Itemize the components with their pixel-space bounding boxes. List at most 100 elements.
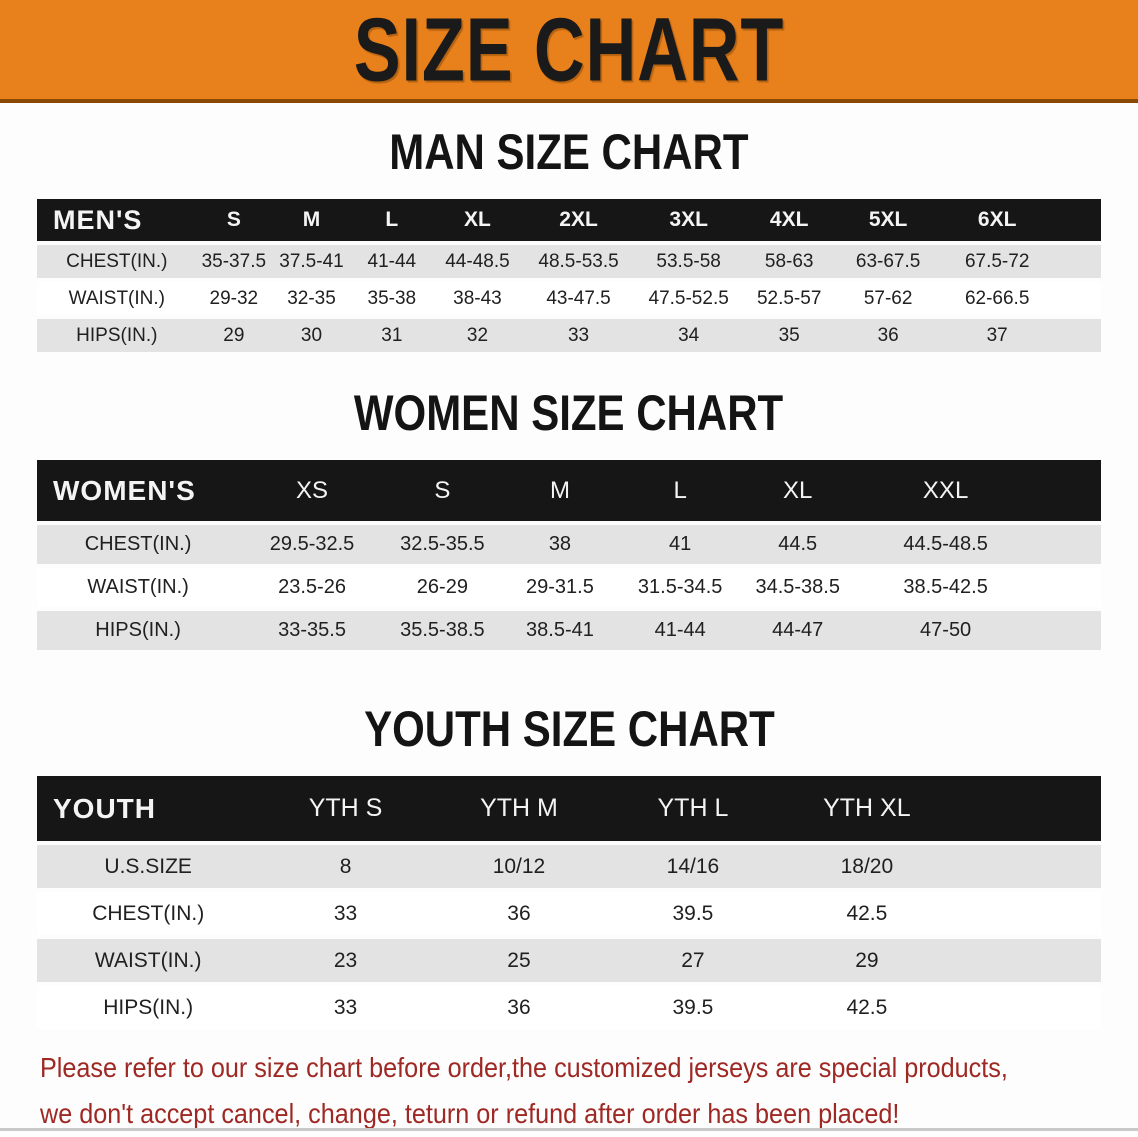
value-cell: 10/12 (431, 845, 607, 888)
disclaimer-text: Please refer to our size chart before or… (40, 1045, 1138, 1137)
value-cell: 41-44 (351, 245, 432, 278)
value-cell: 26-29 (384, 568, 500, 607)
spacer-cell (1036, 611, 1101, 650)
spacer-cell (1053, 319, 1101, 352)
spacer-cell (954, 892, 1101, 935)
row-label-cell: HIPS(IN.) (37, 319, 197, 352)
table-header-row: YOUTH YTH S YTH M YTH L YTH XL (37, 776, 1101, 841)
women-section-heading-text: WOMEN SIZE CHART (354, 385, 784, 441)
row-label-cell: U.S.SIZE (37, 845, 260, 888)
value-cell: 36 (431, 892, 607, 935)
man-section-heading-text: MAN SIZE CHART (389, 124, 749, 180)
size-header-cell: 5XL (834, 199, 942, 241)
value-cell: 47-50 (855, 611, 1037, 650)
row-label-cell: WAIST(IN.) (37, 568, 240, 607)
row-label-cell: CHEST(IN.) (37, 892, 260, 935)
size-header-cell: XL (431, 199, 524, 241)
size-header-cell: 6XL (941, 199, 1054, 241)
value-cell: 34 (633, 319, 744, 352)
value-cell: 33 (259, 986, 432, 1029)
table-row: U.S.SIZE 8 10/12 14/16 18/20 (37, 845, 1101, 888)
value-cell: 38.5-41 (499, 611, 621, 650)
value-cell: 32.5-35.5 (384, 525, 500, 564)
value-cell: 27 (606, 939, 780, 982)
value-cell: 35-37.5 (196, 245, 272, 278)
value-cell: 41 (620, 525, 741, 564)
value-cell: 14/16 (606, 845, 780, 888)
value-cell: 37.5-41 (271, 245, 352, 278)
value-cell: 48.5-53.5 (523, 245, 634, 278)
row-label-cell: HIPS(IN.) (37, 986, 260, 1029)
value-cell: 33 (259, 892, 432, 935)
table-row: HIPS(IN.) 29 30 31 32 33 34 35 36 37 (37, 319, 1101, 352)
womens-size-table: WOMEN'S XS S M L XL XXL CHEST(IN.) 29.5-32.5 32.5… (37, 456, 1101, 654)
youth-size-table: YOUTH YTH S YTH M YTH L YTH XL U.S.SIZE 8 10/12… (37, 772, 1101, 1033)
value-cell: 38-43 (431, 282, 524, 315)
value-cell: 32-35 (271, 282, 352, 315)
spacer-cell (1053, 199, 1101, 241)
size-header-cell: XXL (855, 460, 1037, 521)
value-cell: 32 (431, 319, 524, 352)
table-header-row: MEN'S S M L XL 2XL 3XL 4XL 5XL 6XL (37, 199, 1101, 241)
value-cell: 35-38 (351, 282, 432, 315)
size-header-cell: M (271, 199, 352, 241)
value-cell: 43-47.5 (523, 282, 634, 315)
size-header-cell: 2XL (523, 199, 634, 241)
value-cell: 41-44 (620, 611, 741, 650)
value-cell: 36 (834, 319, 942, 352)
banner-title: SIZE CHART (353, 0, 785, 100)
table-row: CHEST(IN.) 35-37.5 37.5-41 41-44 44-48.5 48.5… (37, 245, 1101, 278)
table-title-cell: MEN'S (37, 199, 197, 241)
value-cell: 44-47 (740, 611, 856, 650)
table-row: WAIST(IN.) 29-32 32-35 35-38 38-43 43-47.5 47.… (37, 282, 1101, 315)
value-cell: 8 (259, 845, 432, 888)
value-cell: 44.5 (740, 525, 856, 564)
value-cell: 42.5 (779, 986, 955, 1029)
value-cell: 57-62 (834, 282, 942, 315)
value-cell: 53.5-58 (633, 245, 744, 278)
value-cell: 47.5-52.5 (633, 282, 744, 315)
table-title-cell: WOMEN'S (37, 460, 240, 521)
value-cell: 39.5 (606, 892, 780, 935)
table-row: WAIST(IN.) 23.5-26 26-29 29-31.5 31.5-34.5 34… (37, 568, 1101, 607)
spacer-cell (954, 776, 1101, 841)
value-cell: 29 (779, 939, 955, 982)
value-cell: 52.5-57 (743, 282, 835, 315)
row-label-cell: CHEST(IN.) (37, 525, 240, 564)
value-cell: 38.5-42.5 (855, 568, 1037, 607)
row-label-cell: CHEST(IN.) (37, 245, 197, 278)
table-title-cell: YOUTH (37, 776, 260, 841)
youth-section-heading-text: YOUTH SIZE CHART (363, 701, 775, 757)
value-cell: 58-63 (743, 245, 835, 278)
value-cell: 23.5-26 (239, 568, 385, 607)
size-header-cell: 4XL (743, 199, 835, 241)
value-cell: 37 (941, 319, 1054, 352)
size-header-cell: L (620, 460, 741, 521)
disclaimer-line-2: we don't accept cancel, change, teturn o… (40, 1098, 900, 1129)
table-row: CHEST(IN.) 29.5-32.5 32.5-35.5 38 41 44.5 44.5… (37, 525, 1101, 564)
value-cell: 33-35.5 (239, 611, 385, 650)
size-header-cell: YTH S (259, 776, 432, 841)
spacer-cell (1036, 525, 1101, 564)
value-cell: 29-31.5 (499, 568, 621, 607)
spacer-cell (954, 845, 1101, 888)
table-row: HIPS(IN.) 33 36 39.5 42.5 (37, 986, 1101, 1029)
value-cell: 34.5-38.5 (740, 568, 856, 607)
spacer-cell (1053, 282, 1101, 315)
size-header-cell: XS (239, 460, 385, 521)
value-cell: 39.5 (606, 986, 780, 1029)
value-cell: 25 (431, 939, 607, 982)
row-label-cell: WAIST(IN.) (37, 939, 260, 982)
value-cell: 44-48.5 (431, 245, 524, 278)
table-header-row: WOMEN'S XS S M L XL XXL (37, 460, 1101, 521)
table-row: CHEST(IN.) 33 36 39.5 42.5 (37, 892, 1101, 935)
size-header-cell: L (351, 199, 432, 241)
value-cell: 35 (743, 319, 835, 352)
value-cell: 33 (523, 319, 634, 352)
value-cell: 18/20 (779, 845, 955, 888)
size-header-cell: M (499, 460, 621, 521)
women-section-heading: WOMEN SIZE CHART (0, 388, 1138, 438)
spacer-cell (1036, 460, 1101, 521)
spacer-cell (1053, 245, 1101, 278)
value-cell: 38 (499, 525, 621, 564)
